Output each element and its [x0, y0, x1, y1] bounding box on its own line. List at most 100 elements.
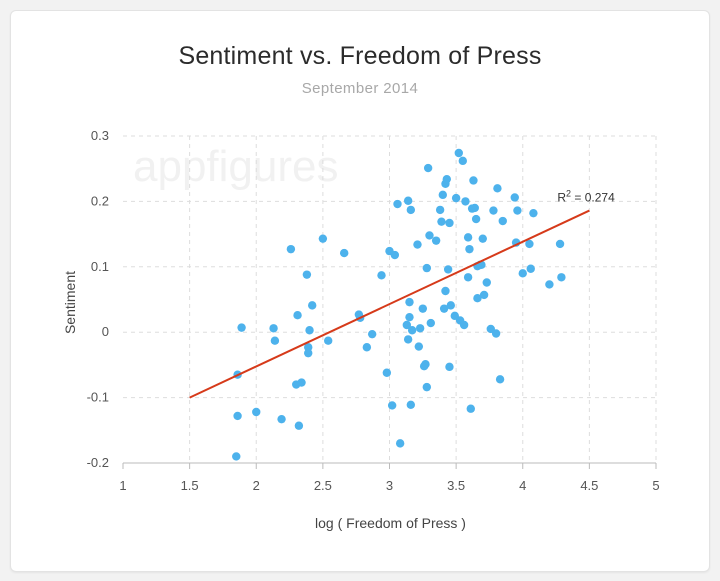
data-point [454, 148, 463, 158]
data-point [438, 190, 447, 200]
data-point [418, 304, 428, 313]
data-point [407, 326, 417, 335]
data-point [277, 414, 286, 424]
x-tick-label: 1 [119, 478, 126, 493]
data-point [237, 323, 246, 332]
data-point [293, 310, 302, 320]
data-point [318, 234, 328, 243]
data-point [510, 193, 519, 202]
data-point [555, 239, 565, 249]
data-point [294, 421, 304, 430]
data-point [478, 234, 487, 243]
data-point [431, 236, 441, 245]
data-point [422, 382, 432, 392]
y-tick-label: -0.2 [87, 455, 109, 470]
chart-card [10, 10, 710, 572]
y-tick-label: 0.2 [91, 193, 109, 208]
data-point [466, 404, 475, 413]
y-tick-label: 0 [102, 324, 109, 339]
x-tick-labels: 1 1.5 2 2.5 3 3.5 4 4.5 5 [119, 478, 659, 493]
y-axis-label: Sentiment [62, 271, 78, 334]
data-point [393, 199, 402, 209]
data-point [463, 273, 473, 282]
y-tick-label: 0.3 [91, 128, 109, 143]
x-axis-label: log ( Freedom of Press ) [315, 515, 466, 531]
data-point [402, 320, 412, 330]
x-tick-label: 5 [652, 478, 659, 493]
data-point [441, 286, 450, 296]
data-point [304, 348, 313, 358]
data-point [415, 324, 425, 333]
data-point [526, 264, 535, 273]
data-point [406, 205, 416, 215]
trendline-group: R2 = 0.274 [189, 189, 615, 399]
data-point [495, 375, 505, 384]
axes [122, 462, 657, 469]
data-point [387, 401, 397, 410]
watermark-logo: appfigures [133, 142, 338, 191]
x-tick-label: 2 [253, 478, 260, 493]
data-point [446, 301, 455, 310]
data-point [469, 176, 478, 185]
data-point [513, 206, 522, 215]
data-point [437, 217, 446, 226]
data-point [302, 270, 312, 279]
data-point [479, 290, 489, 300]
data-point [421, 360, 430, 369]
data-point [473, 293, 482, 303]
data-point [403, 196, 413, 205]
data-point [423, 163, 433, 173]
data-point [362, 343, 372, 352]
data-point [286, 244, 296, 254]
data-point [439, 304, 449, 313]
data-point [529, 208, 538, 218]
x-tick-label: 4.5 [580, 478, 598, 493]
data-point [414, 342, 424, 351]
x-tick-label: 4 [519, 478, 526, 493]
data-point [304, 343, 313, 352]
data-point [232, 452, 241, 461]
data-point [297, 378, 306, 387]
data-point [403, 335, 413, 344]
data-point [545, 280, 554, 289]
data-point [465, 244, 474, 254]
data-point [459, 320, 469, 330]
y-tick-label: 0.1 [91, 259, 109, 274]
data-point [405, 312, 414, 322]
data-point [425, 231, 434, 240]
x-tick-label: 1.5 [181, 478, 199, 493]
data-point [413, 240, 422, 249]
data-point [377, 271, 386, 280]
chart-title: Sentiment vs. Freedom of Press [178, 42, 542, 70]
data-point [491, 329, 501, 338]
data-point [471, 214, 481, 224]
data-point [525, 239, 534, 249]
data-point [463, 233, 473, 242]
r-squared-label: R2 = 0.274 [557, 189, 615, 205]
data-point [445, 218, 454, 228]
data-point [426, 318, 436, 328]
data-point [390, 250, 400, 260]
data-point [470, 203, 479, 213]
data-point [405, 297, 414, 307]
y-tick-labels: -0.2 -0.1 0 0.1 0.2 0.3 [87, 128, 109, 470]
data-point [458, 156, 467, 166]
data-point [422, 263, 432, 273]
data-point [451, 193, 461, 203]
chart-subtitle: September 2014 [301, 80, 419, 97]
data-point [308, 301, 317, 310]
data-point [461, 197, 470, 206]
y-tick-label: -0.1 [87, 390, 109, 405]
data-point [252, 407, 261, 417]
data-point [435, 205, 445, 215]
data-point [367, 329, 377, 339]
x-tick-label: 2.5 [314, 478, 332, 493]
data-point [270, 336, 280, 345]
data-point [382, 368, 392, 377]
x-tick-label: 3 [386, 478, 393, 493]
data-point [443, 265, 453, 274]
data-point [233, 411, 242, 421]
data-point [395, 439, 405, 448]
data-point [406, 400, 416, 409]
